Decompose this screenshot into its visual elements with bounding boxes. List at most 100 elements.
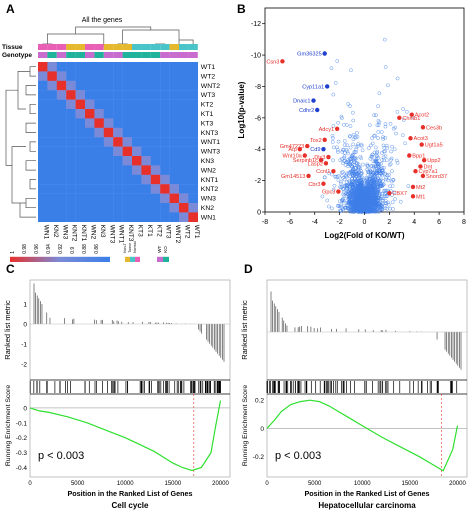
heatmap-cell: [113, 80, 123, 91]
data-point: [325, 198, 330, 203]
heatmap-cell-diagonal: [132, 156, 142, 166]
heatmap-cell: [169, 174, 180, 185]
row-label: WN1: [201, 214, 216, 221]
data-point: [335, 145, 339, 150]
heatmap-cell: [141, 212, 151, 222]
data-point: [394, 131, 398, 136]
data-point: [343, 163, 348, 167]
heatmap-cell: [141, 127, 151, 138]
heatmap-cell: [103, 62, 114, 72]
data-point: [356, 183, 361, 187]
gsea-hcc-panel: Ranked list metric 0.2 0 -0.2 Running Enrich…: [240, 279, 468, 510]
heatmap-cell: [75, 80, 86, 91]
row-dendrogram-link: [11, 146, 26, 204]
heatmap-cell: [169, 90, 180, 100]
heatmap-cell: [94, 165, 104, 175]
heatmap-cell: [132, 146, 142, 157]
data-point: [376, 136, 380, 140]
data-point: [403, 141, 407, 146]
data-point: [371, 208, 376, 212]
data-point: [364, 176, 368, 180]
data-point: [338, 158, 343, 162]
y-tick-label: -2: [255, 178, 261, 185]
heatmap-cell: [150, 165, 161, 175]
heatmap-cell: [38, 184, 48, 194]
heatmap-cell: [38, 156, 48, 166]
heatmap-cell: [38, 109, 48, 119]
data-point: [372, 190, 377, 194]
heatmap-cell: [66, 118, 76, 128]
data-point: [369, 143, 373, 148]
data-point: [384, 177, 388, 182]
data-point: [381, 137, 385, 141]
heatmap-cell: [66, 156, 76, 166]
data-point: [348, 187, 353, 192]
hcc-es-tick: 0: [260, 426, 264, 433]
heatmap-cell: [56, 203, 67, 213]
heatmap-cell: [113, 165, 123, 175]
heatmap-cell: [141, 174, 151, 185]
column-label: KNT2: [71, 225, 78, 242]
data-point: [336, 204, 341, 208]
data-point: [383, 199, 388, 203]
data-point: [376, 123, 381, 127]
data-point: [360, 193, 365, 197]
heatmap-cell: [66, 127, 76, 138]
genotype-annotation-cell: [113, 52, 123, 58]
data-point: [377, 166, 382, 171]
data-point: [350, 162, 355, 167]
heatmap-cell: [75, 146, 86, 157]
heatmap-cell: [66, 71, 76, 81]
heatmap-cell: [150, 80, 161, 91]
x-tick-label: -2: [337, 219, 343, 226]
point-label: Cyp11a1: [302, 84, 324, 90]
genotype-row-label: Genotype: [2, 52, 32, 59]
data-point: [331, 124, 336, 128]
hcc-ranked-metric-bars: [270, 291, 462, 370]
heatmap-cell: [47, 127, 57, 138]
data-point: [381, 196, 385, 201]
heatmap-cell: [188, 146, 198, 157]
heatmap-cell: [75, 174, 86, 185]
hcc-es-curve: [266, 399, 459, 472]
data-point: [383, 154, 388, 158]
data-point: [375, 123, 380, 127]
data-point: [377, 173, 382, 178]
data-point: [387, 176, 392, 180]
tissue-legend-item: Normal: [133, 241, 137, 253]
data-point: [392, 190, 396, 195]
data-point: [350, 172, 354, 176]
heatmap-cell: [113, 62, 123, 72]
heatmap-cell: [85, 99, 95, 110]
highlighted-point: [322, 51, 327, 56]
data-point: [338, 185, 342, 189]
row-dendrogram-link: [29, 179, 36, 190]
highlighted-point: [413, 169, 418, 174]
data-point: [381, 135, 385, 139]
value-legend-tick: 0.98: [22, 244, 28, 254]
genotype-annotation-cell: [94, 52, 104, 58]
data-point: [347, 156, 352, 161]
cell-cycle-es-curve: [29, 400, 222, 472]
row-label: WN3: [201, 196, 216, 203]
highlighted-point: [311, 98, 316, 103]
data-point: [338, 209, 343, 213]
heatmap-cell: [179, 71, 189, 81]
data-point: [322, 175, 327, 180]
heatmap-cell: [141, 156, 151, 166]
heatmap-cell: [38, 80, 48, 91]
data-point: [345, 192, 349, 196]
heatmap-cell: [141, 118, 151, 128]
heatmap-cell: [188, 203, 198, 213]
heatmap-cell: [66, 165, 76, 175]
data-point: [365, 164, 370, 168]
point-label: Atp: [288, 147, 296, 153]
heatmap-cell: [47, 118, 57, 128]
data-point: [378, 191, 383, 196]
highlighted-point: [321, 181, 326, 186]
data-point: [336, 203, 340, 208]
data-point: [329, 66, 334, 71]
tissue-annotation-cell: [75, 44, 85, 50]
column-label: KT2: [155, 225, 162, 237]
heatmap-cell: [113, 184, 123, 194]
